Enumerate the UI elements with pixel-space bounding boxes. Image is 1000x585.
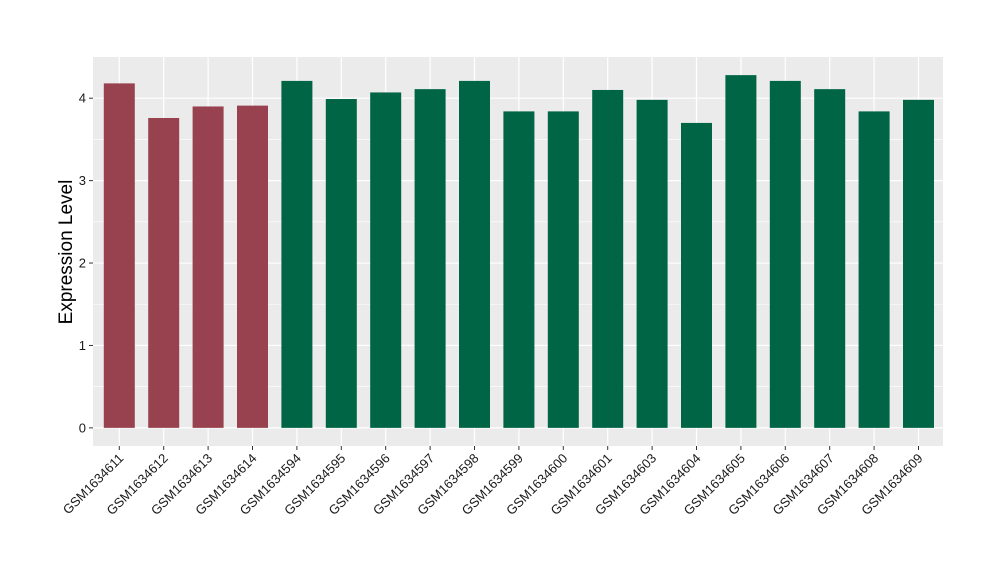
- y-tick-label: 2: [79, 256, 86, 271]
- bar-GSM1634608: [858, 111, 890, 428]
- bar-GSM1634601: [592, 89, 624, 428]
- y-tick-label: 0: [79, 420, 86, 435]
- bar-GSM1634609: [903, 99, 934, 428]
- bar-GSM1634599: [503, 111, 535, 428]
- bar-GSM1634597: [414, 89, 446, 428]
- bar-GSM1634595: [325, 99, 357, 428]
- bar-GSM1634605: [725, 75, 757, 428]
- bar-GSM1634606: [769, 80, 801, 428]
- bar-GSM1634604: [681, 122, 712, 428]
- bar-GSM1634596: [370, 92, 402, 428]
- y-axis-title: Expression Level: [56, 180, 77, 325]
- y-tick-label: 4: [79, 91, 86, 106]
- y-tick-label: 3: [79, 173, 86, 188]
- bar-GSM1634603: [636, 99, 668, 428]
- bar-GSM1634607: [814, 89, 846, 428]
- bar-GSM1634594: [281, 80, 313, 428]
- y-tick-label: 1: [79, 338, 86, 353]
- bar-GSM1634598: [459, 80, 490, 428]
- bar-GSM1634614: [237, 105, 268, 428]
- bar-GSM1634612: [148, 117, 180, 428]
- bar-GSM1634613: [192, 106, 224, 428]
- bar-GSM1634611: [103, 83, 135, 428]
- bar-GSM1634600: [547, 111, 579, 428]
